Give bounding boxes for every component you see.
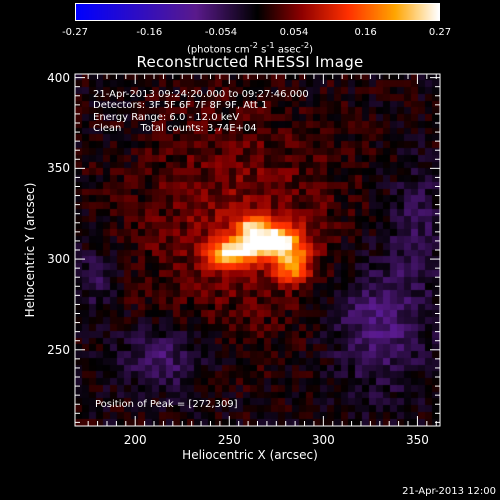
y-tick-label: 400 [47,70,70,85]
x-axis-label: Heliocentric X (arcsec) [182,448,318,462]
clean-annotation: Clean Total counts: 3.74E+04 [93,123,257,134]
colorbar-tick-label: 0.054 [279,27,309,38]
colorbar-tick-label: -0.054 [204,27,238,38]
energy-annotation: Energy Range: 6.0 - 12.0 keV [93,112,240,123]
y-tick-label: 250 [47,342,70,357]
colorbar-units: (photons cm-2 s-1 asec-2) [186,40,314,56]
colorbar-tick-label: -0.27 [62,27,88,38]
heatmap-image [75,74,440,426]
x-tick-label: 250 [217,433,241,447]
colorbar-tick-label: 0.27 [428,27,452,38]
x-tick-label: 300 [311,433,335,447]
y-axis-label: Heliocentric Y (arcsec) [23,182,37,318]
y-tick-label: 300 [47,252,70,267]
footer-timestamp: 21-Apr-2013 12:00 [402,486,496,497]
peak-position-annotation: Position of Peak = [272,309] [95,399,238,410]
chart-title: Reconstructed RHESSI Image [136,53,364,71]
y-tick-label: 350 [47,161,70,176]
detectors-annotation: Detectors: 3F 5F 6F 7F 8F 9F, Att 1 [93,100,268,111]
time-range-annotation: 21-Apr-2013 09:24:20.000 to 09:27:46.000 [93,89,309,100]
x-tick-label: 350 [405,433,429,447]
colorbar [75,3,440,21]
colorbar-tick-label: -0.16 [136,27,163,38]
x-tick-label: 200 [123,433,147,447]
colorbar-tick-label: 0.16 [354,27,377,38]
